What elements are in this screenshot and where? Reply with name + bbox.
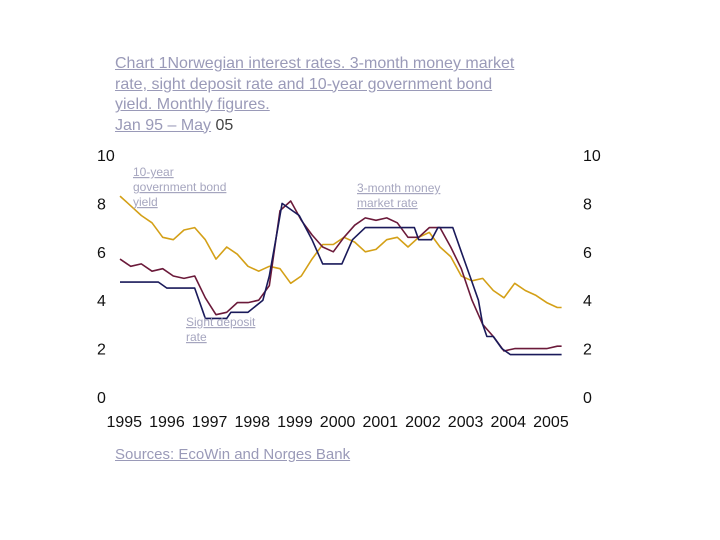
y-tick-label-right: 8 bbox=[583, 196, 592, 213]
y-tick-label-left: 2 bbox=[97, 342, 106, 359]
annotation-text: market rate bbox=[357, 196, 418, 210]
annotation-text: 10-year bbox=[133, 165, 174, 179]
y-tick-label-right: 10 bbox=[583, 148, 601, 165]
y-tick-label-right: 2 bbox=[583, 342, 592, 359]
chart-number: Chart 1 bbox=[115, 55, 168, 72]
title-line-1: Norwegian interest rates. 3-month money … bbox=[167, 55, 515, 72]
annotation-text: 3-month money bbox=[357, 181, 440, 195]
series-line-0 bbox=[119, 195, 562, 309]
title-line-3: yield. Monthly figures. bbox=[115, 96, 270, 113]
x-tick-label: 1996 bbox=[149, 414, 185, 431]
annotation-text: yield bbox=[133, 195, 158, 209]
y-tick-label-right: 6 bbox=[583, 245, 592, 262]
x-tick-label: 1995 bbox=[106, 414, 142, 431]
title-line-4: Jan 95 – May bbox=[115, 116, 212, 134]
chart-title: Chart 1Norwegian interest rates. 3-month… bbox=[115, 54, 585, 136]
x-tick-label: 2000 bbox=[320, 414, 356, 431]
x-tick-label: 1999 bbox=[277, 414, 313, 431]
x-tick-label: 2005 bbox=[533, 414, 569, 431]
title-line-2: rate, sight deposit rate and 10-year gov… bbox=[115, 75, 493, 93]
x-tick-label: 1997 bbox=[192, 414, 228, 431]
y-tick-label-left: 0 bbox=[97, 390, 106, 407]
y-tick-label-left: 6 bbox=[97, 245, 106, 262]
annotation-text: government bond bbox=[133, 180, 226, 194]
source-note: Sources: EcoWin and Norges Bank bbox=[115, 446, 351, 463]
y-tick-label-left: 10 bbox=[97, 148, 115, 165]
series-layer bbox=[119, 195, 562, 356]
annotation-text: rate bbox=[186, 330, 207, 344]
y-tick-label-left: 4 bbox=[97, 293, 106, 310]
title-line-4-suffix: 05 bbox=[211, 116, 234, 134]
x-tick-label: 2004 bbox=[490, 414, 526, 431]
series-line-2 bbox=[120, 202, 562, 356]
axes-layer: 0 0 2 2 4 4 6 6 8 8 10 10 1995 1996 1997 1998 1999 2000 20… bbox=[97, 148, 601, 431]
x-tick-label: 1998 bbox=[234, 414, 270, 431]
y-tick-label-right: 0 bbox=[583, 390, 592, 407]
y-tick-label-right: 4 bbox=[583, 293, 592, 310]
x-tick-label: 2003 bbox=[448, 414, 484, 431]
y-tick-label-left: 8 bbox=[97, 196, 106, 213]
annotation-text: Sight deposit bbox=[186, 315, 256, 329]
x-tick-label: 2001 bbox=[362, 414, 398, 431]
x-tick-label: 2002 bbox=[405, 414, 441, 431]
